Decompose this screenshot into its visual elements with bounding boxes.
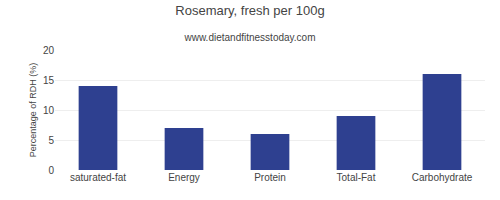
svg-text:Total-Fat: Total-Fat [337,172,376,183]
svg-text:20: 20 [43,45,55,56]
svg-text:Energy: Energy [168,172,200,183]
svg-text:Percentage of RDH (%): Percentage of RDH (%) [28,63,38,158]
svg-text:0: 0 [48,165,54,176]
svg-text:Protein: Protein [254,172,286,183]
svg-text:www.dietandfitnesstoday.com: www.dietandfitnesstoday.com [184,32,316,43]
svg-text:10: 10 [43,105,55,116]
svg-text:Rosemary, fresh per 100g: Rosemary, fresh per 100g [175,3,324,18]
svg-text:Carbohydrate: Carbohydrate [412,172,473,183]
svg-text:5: 5 [48,135,54,146]
svg-text:saturated-fat: saturated-fat [70,172,126,183]
svg-text:15: 15 [43,75,55,86]
